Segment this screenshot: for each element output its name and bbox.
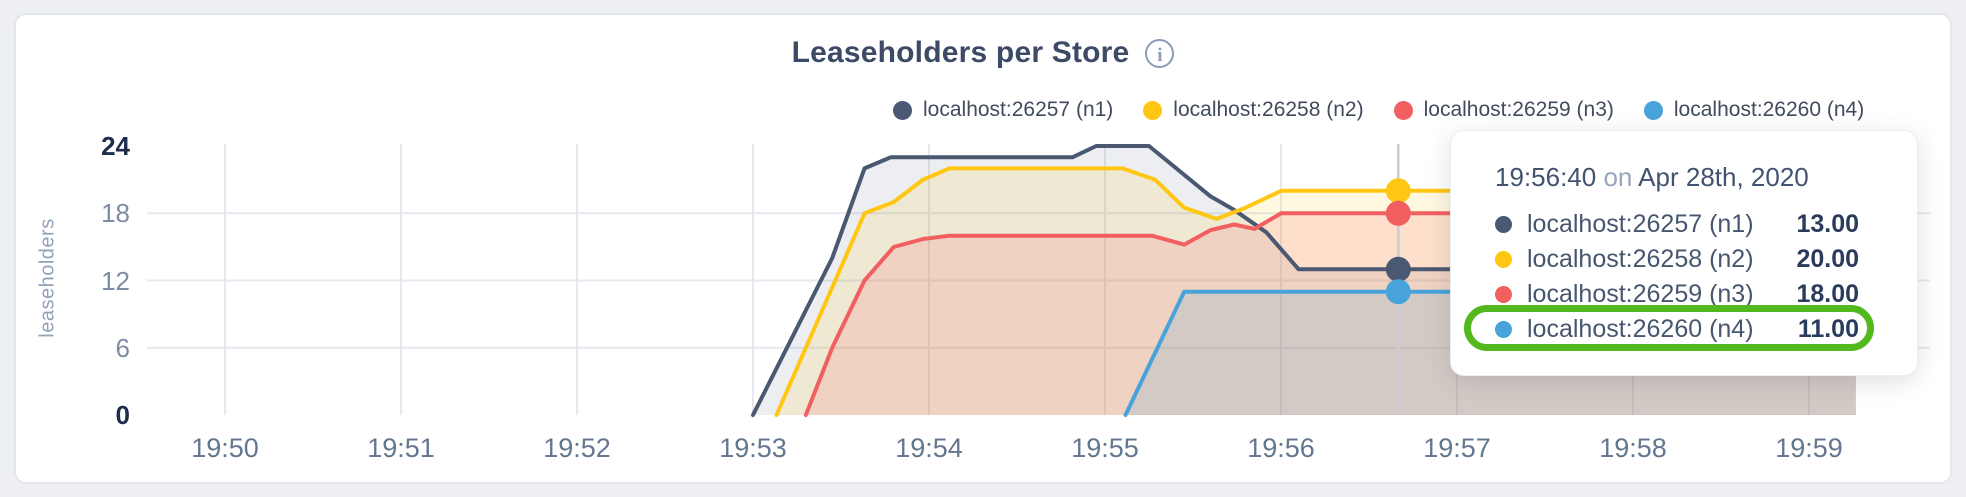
tooltip-series-value: 20.00 bbox=[1796, 245, 1859, 273]
tooltip-series-dot-icon bbox=[1495, 251, 1512, 268]
legend-label: localhost:26257 (n1) bbox=[923, 98, 1114, 121]
legend-dot-icon bbox=[1643, 100, 1663, 120]
legend-item[interactable]: localhost:26260 (n4) bbox=[1643, 98, 1865, 122]
hover-tooltip: 19:56:40 on Apr 28th, 2020 localhost:262… bbox=[1450, 130, 1918, 376]
chart-header: Leaseholders per Store i bbox=[0, 33, 1966, 73]
hover-point-dot bbox=[1385, 178, 1411, 204]
x-tick-label: 19:57 bbox=[1423, 433, 1491, 463]
tooltip-date: Apr 28th, 2020 bbox=[1638, 162, 1809, 192]
tooltip-series-value: 13.00 bbox=[1796, 210, 1859, 238]
legend-label: localhost:26258 (n2) bbox=[1173, 98, 1364, 121]
tooltip-series-dot-icon bbox=[1495, 286, 1512, 303]
hover-point-dot bbox=[1385, 200, 1411, 226]
x-tick-label: 19:50 bbox=[191, 433, 259, 463]
tooltip-series-label: localhost:26260 (n4) bbox=[1527, 315, 1754, 343]
x-tick-label: 19:51 bbox=[367, 433, 435, 463]
x-tick-label: 19:54 bbox=[895, 433, 963, 463]
tooltip-row: localhost:26259 (n3) 18.00 bbox=[1495, 277, 1859, 312]
tooltip-series-dot-icon bbox=[1495, 321, 1512, 338]
tooltip-rows: localhost:26257 (n1) 13.00 localhost:26258… bbox=[1495, 207, 1859, 347]
legend-item[interactable]: localhost:26258 (n2) bbox=[1143, 98, 1364, 122]
tooltip-series-dot-icon bbox=[1495, 216, 1512, 233]
tooltip-series-label: localhost:26257 (n1) bbox=[1527, 210, 1754, 238]
y-tick-label: 12 bbox=[101, 265, 130, 296]
tooltip-row: localhost:26257 (n1) 13.00 bbox=[1495, 207, 1859, 242]
y-tick-label: 0 bbox=[115, 400, 130, 430]
legend-label: localhost:26260 (n4) bbox=[1673, 98, 1865, 121]
tooltip-timestamp: 19:56:40 on Apr 28th, 2020 bbox=[1495, 159, 1859, 195]
y-axis-title: leaseholders bbox=[36, 218, 59, 338]
legend-item[interactable]: localhost:26257 (n1) bbox=[893, 98, 1113, 122]
x-tick-label: 19:55 bbox=[1071, 433, 1139, 463]
y-tick-label: 6 bbox=[115, 332, 130, 363]
x-tick-label: 19:52 bbox=[543, 433, 611, 463]
hover-point-dot bbox=[1385, 256, 1411, 282]
hover-point-dot bbox=[1385, 279, 1411, 305]
legend-item[interactable]: localhost:26259 (n3) bbox=[1393, 98, 1614, 122]
x-tick-label: 19:56 bbox=[1247, 433, 1315, 463]
legend-label: localhost:26259 (n3) bbox=[1423, 98, 1614, 121]
series-line bbox=[803, 211, 1858, 417]
tooltip-row: localhost:26258 (n2) 20.00 bbox=[1495, 242, 1859, 277]
y-tick-label: 24 bbox=[101, 131, 130, 161]
x-tick-label: 19:53 bbox=[719, 433, 787, 463]
tooltip-series-label: localhost:26258 (n2) bbox=[1527, 245, 1754, 273]
legend: localhost:26257 (n1) localhost:26258 (n2)… bbox=[893, 97, 1864, 123]
tooltip-series-value: 11.00 bbox=[1797, 315, 1859, 343]
x-tick-label: 19:58 bbox=[1599, 433, 1667, 463]
series-line bbox=[774, 166, 1858, 417]
legend-dot-icon bbox=[893, 100, 912, 120]
tooltip-row: localhost:26260 (n4) 11.00 bbox=[1495, 312, 1859, 347]
tooltip-series-label: localhost:26259 (n3) bbox=[1527, 280, 1754, 308]
tooltip-conjunction: on bbox=[1603, 162, 1633, 192]
x-tick-label: 19:59 bbox=[1775, 433, 1843, 463]
legend-dot-icon bbox=[1393, 100, 1413, 120]
series-line bbox=[751, 144, 1858, 417]
tooltip-series-value: 18.00 bbox=[1796, 280, 1859, 308]
info-icon[interactable]: i bbox=[1145, 38, 1175, 68]
legend-dot-icon bbox=[1143, 100, 1163, 120]
y-tick-label: 18 bbox=[101, 198, 130, 229]
chart-title: Leaseholders per Store bbox=[791, 36, 1130, 69]
tooltip-time: 19:56:40 bbox=[1495, 162, 1597, 192]
